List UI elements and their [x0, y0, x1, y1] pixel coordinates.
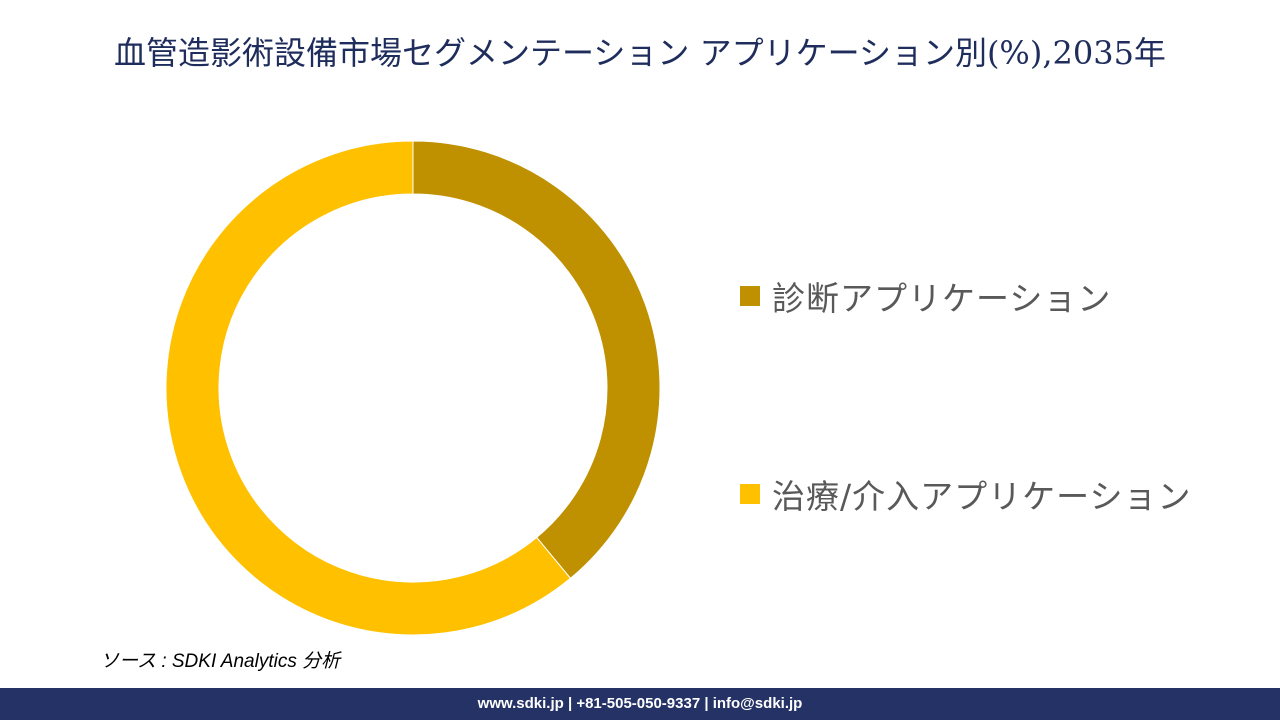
legend-label-diagnostic: 診断アプリケーション [772, 279, 1112, 318]
legend-swatch-therapeutic [740, 484, 760, 504]
legend-label-therapeutic: 治療/介入アプリケーション [772, 477, 1192, 516]
chart-title: 血管造影術設備市場セグメンテーション アプリケーション別(%),2035年 [114, 34, 1166, 72]
legend-swatch-diagnostic [740, 286, 760, 306]
source-note: ソース : SDKI Analytics 分析 [100, 651, 341, 672]
donut-slice-therapeutic [165, 140, 572, 636]
donut-slice-diagnostic [412, 140, 661, 580]
donut-chart [165, 140, 661, 636]
footer-contact: www.sdki.jp | +81-505-050-9337 | info@sd… [0, 688, 1280, 720]
